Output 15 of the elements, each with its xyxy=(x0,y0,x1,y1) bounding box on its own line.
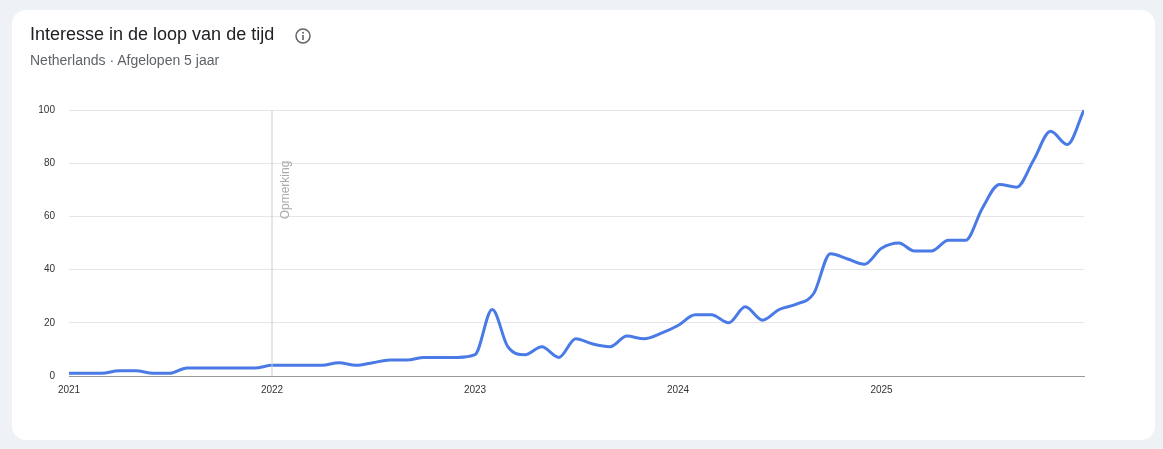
y-tick-label: 100 xyxy=(38,103,56,115)
x-tick-label: 2022 xyxy=(260,383,284,395)
line-series xyxy=(69,110,1084,375)
x-tick-label: 2024 xyxy=(666,383,690,395)
y-tick-label: 0 xyxy=(49,369,56,381)
y-tick-label: 40 xyxy=(43,263,56,275)
x-tick-label: 2025 xyxy=(870,383,894,395)
x-tick-label: 2023 xyxy=(463,383,487,395)
y-tick-label: 80 xyxy=(43,156,56,168)
x-tick-label: 2021 xyxy=(57,383,81,395)
chart-title: Interesse in de loop van de tijd xyxy=(30,24,275,45)
y-tick-label: 60 xyxy=(43,210,56,222)
y-tick-label: 20 xyxy=(43,316,56,328)
ref-line-label: Opmerking xyxy=(278,160,293,220)
chart-subtitle: Netherlands · Afgelopen 5 jaar xyxy=(30,52,220,68)
